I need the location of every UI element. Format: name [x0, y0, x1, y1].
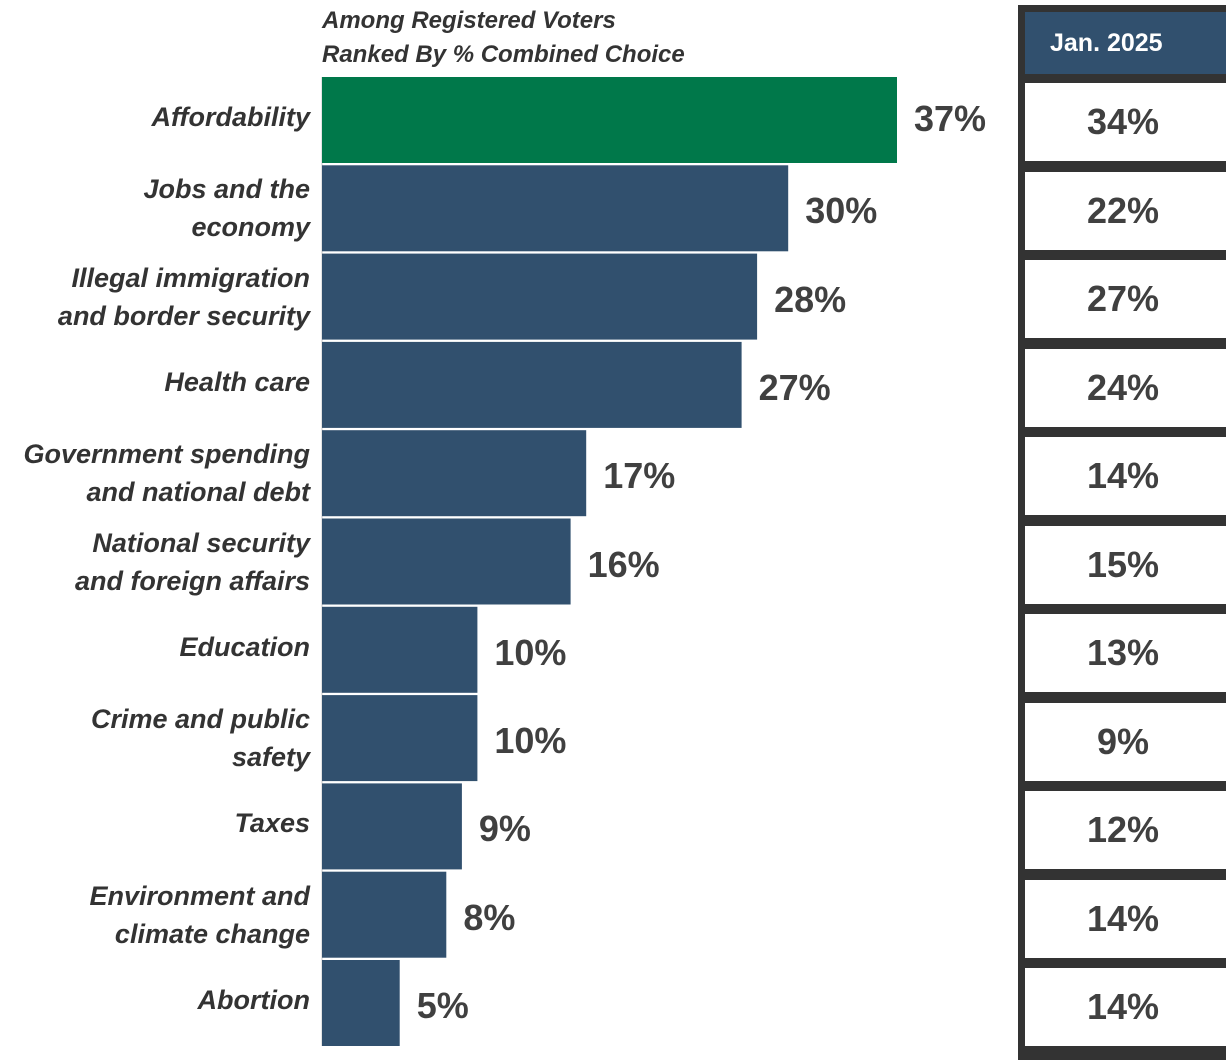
value-label-4: 27%: [758, 366, 831, 408]
category-label-line: Taxes: [234, 808, 310, 839]
category-label-line: and national debt: [86, 477, 310, 508]
table-cell-10: 14%: [1025, 879, 1226, 958]
bar-1: [322, 77, 897, 163]
value-label-5: 17%: [603, 455, 676, 497]
bars-group: [322, 77, 897, 1046]
category-label-5: Government spending and national debt: [0, 435, 310, 511]
category-label-line: Health care: [164, 366, 310, 397]
category-label-6: National security and foreign affairs: [0, 524, 310, 600]
bar-chart: [321, 77, 897, 1046]
bar-11: [322, 960, 400, 1046]
bar-2: [322, 165, 789, 252]
category-label-line: and foreign affairs: [74, 565, 310, 596]
bar-9: [322, 783, 462, 870]
table-cell-4: 24%: [1025, 348, 1226, 427]
bar-8: [322, 695, 478, 782]
category-label-line: climate change: [114, 918, 310, 949]
category-label-10: Environment and climate change: [0, 877, 310, 953]
category-label-line: Illegal immigration: [71, 262, 310, 293]
bar-6: [322, 518, 571, 605]
value-label-9: 9%: [478, 808, 531, 850]
table-cell-5: 14%: [1025, 437, 1226, 515]
table-cell-8: 9%: [1025, 702, 1226, 781]
value-label-1: 37%: [914, 98, 987, 139]
table-cell-1: 34%: [1025, 83, 1226, 161]
table-cell-7: 13%: [1025, 614, 1226, 692]
subtitle-line-1: Among Registered Voters: [322, 7, 616, 34]
category-label-1: Affordability: [0, 98, 310, 136]
table-cell-2: 22%: [1025, 171, 1226, 250]
value-label-8: 10%: [494, 720, 567, 762]
subtitle-line-2: Ranked By % Combined Choice: [322, 41, 685, 68]
table-cell-6: 15%: [1025, 525, 1226, 604]
category-label-8: Crime and public safety: [0, 700, 310, 776]
comparison-table-header: Jan. 2025: [1025, 12, 1226, 74]
table-cell-11: 14%: [1025, 968, 1226, 1046]
category-label-9: Taxes: [0, 804, 310, 842]
category-label-line: safety: [231, 742, 310, 773]
bar-4: [322, 341, 742, 428]
category-label-4: Health care: [0, 363, 310, 401]
value-label-10: 8%: [463, 896, 516, 938]
value-label-2: 30%: [805, 190, 878, 232]
category-label-line: economy: [191, 212, 310, 243]
category-label-line: Government spending: [23, 439, 310, 470]
category-label-3: Illegal immigration and border security: [0, 259, 310, 335]
category-label-line: Jobs and the: [143, 174, 310, 205]
category-label-line: National security: [92, 527, 310, 558]
category-label-7: Education: [0, 628, 310, 666]
value-label-11: 5%: [416, 985, 469, 1026]
bar-10: [322, 871, 447, 958]
category-label-line: Affordability: [151, 102, 310, 132]
category-label-line: Crime and public: [90, 704, 310, 735]
category-label-11: Abortion: [0, 981, 310, 1019]
bar-3: [322, 253, 758, 340]
value-label-7: 10%: [494, 631, 567, 673]
table-cell-9: 12%: [1025, 791, 1226, 869]
value-label-6: 16%: [587, 543, 660, 585]
category-label-line: Education: [179, 631, 310, 662]
table-cell-3: 27%: [1025, 260, 1226, 338]
category-label-2: Jobs and the economy: [0, 170, 310, 246]
value-label-3: 28%: [774, 278, 847, 320]
category-label-line: Environment and: [89, 880, 310, 911]
bar-5: [322, 430, 587, 517]
category-label-line: Abortion: [197, 985, 310, 1015]
category-label-line: and border security: [57, 300, 310, 331]
bar-7: [322, 606, 478, 693]
